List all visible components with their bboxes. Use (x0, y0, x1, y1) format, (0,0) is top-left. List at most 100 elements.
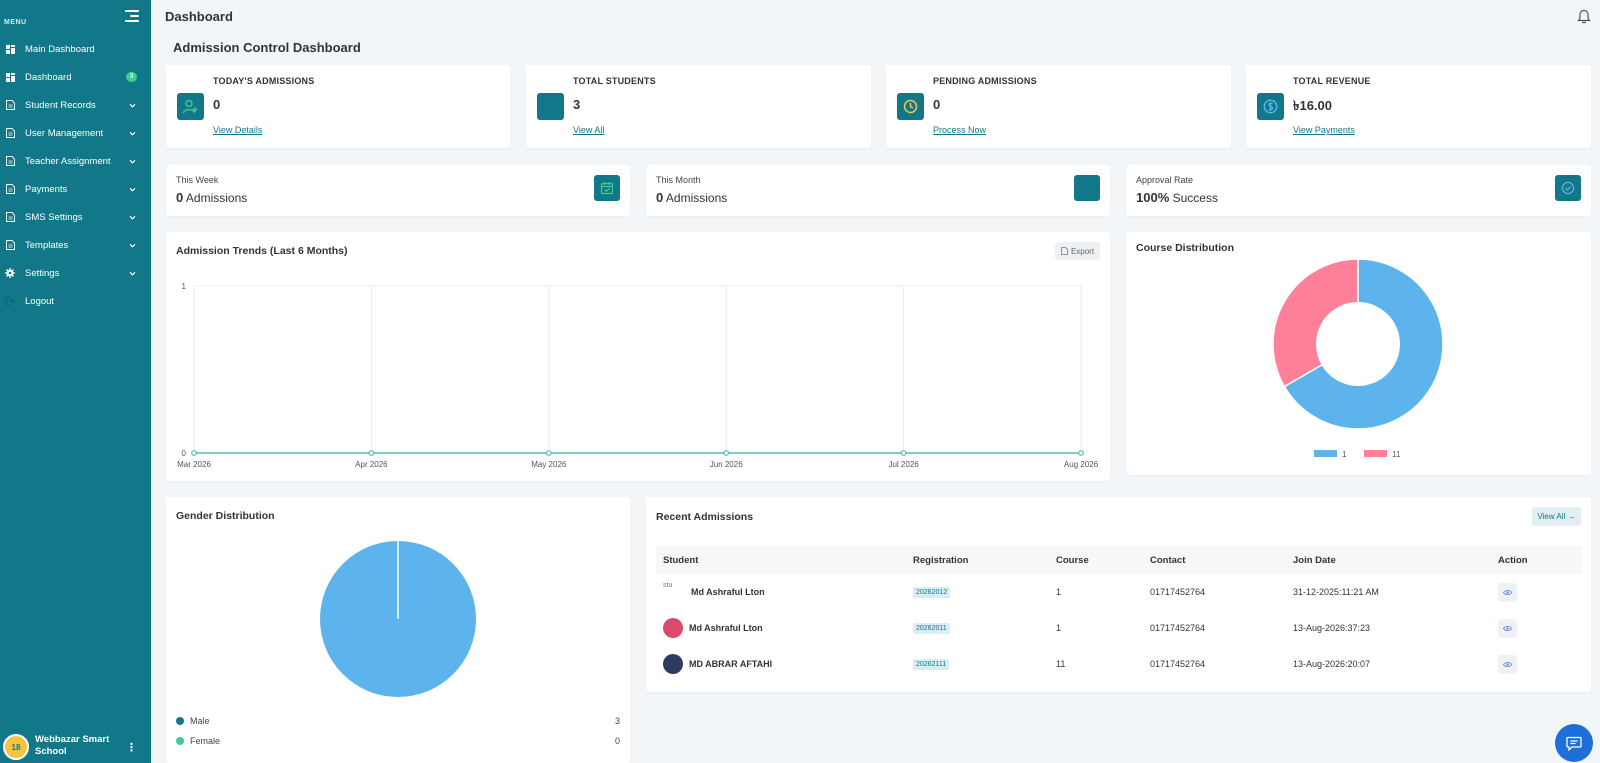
legend-label: 11 (1392, 450, 1401, 459)
chevron-down-icon[interactable] (129, 128, 136, 136)
sidebar-item-label: Payments (25, 183, 68, 195)
sidebar-item-sms-settings[interactable]: SMS Settings (0, 203, 151, 231)
view-student-button[interactable] (1498, 582, 1517, 602)
sidebar-item-user-management[interactable]: User Management (0, 119, 151, 147)
mini-value: 0 Admissions (656, 190, 728, 205)
recent-admissions-card: Recent Admissions View All → Student Reg… (646, 497, 1591, 692)
view-details-link[interactable]: View Details (213, 125, 263, 135)
chevron-down-icon[interactable] (129, 240, 136, 248)
mini-label: Approval Rate (1136, 175, 1194, 185)
column-header: Action (1491, 546, 1582, 574)
student-cell: Md Ashraful Lton (656, 610, 906, 646)
sidebar-item-student-records[interactable]: Student Records (0, 91, 151, 119)
table-row: stu Md Ashraful Lton 20262012 1 01717452764 3… (656, 574, 1582, 610)
data-point (191, 450, 197, 456)
recent-admissions-table: Student Registration Course Contact Join… (656, 546, 1582, 682)
stat-value: 0 (933, 97, 941, 112)
mini-value: 100% Success (1136, 190, 1218, 205)
action-cell (1491, 646, 1582, 682)
x-tick-label: Jul 2026 (888, 460, 919, 469)
sidebar-item-dashboard[interactable]: Dashboard 3 (0, 63, 151, 91)
student-avatar (663, 618, 683, 638)
sidebar-item-main-dashboard[interactable]: Main Dashboard (0, 35, 151, 63)
admission-trends-chart: 0 1 Mar 2026 Apr 2026 May 2026 Jun 2026 Jul 20… (177, 282, 1099, 469)
view-student-button[interactable] (1498, 618, 1517, 638)
student-name: Md Ashraful Lton (689, 623, 763, 633)
registration-cell: 20262111 (906, 646, 1049, 682)
sidebar-item-teacher-assignment[interactable]: Teacher Assignment (0, 147, 151, 175)
more-options-icon[interactable]: ⋮ (126, 742, 137, 754)
sidebar-item-label: Student Records (25, 99, 96, 111)
mini-label: This Month (656, 175, 701, 185)
x-tick-label: Aug 2026 (1064, 460, 1099, 469)
data-point (1078, 450, 1084, 456)
bell-icon[interactable] (1577, 9, 1591, 24)
card-title: Recent Admissions (656, 511, 754, 523)
export-button[interactable]: Export (1055, 242, 1100, 260)
document-icon (5, 212, 15, 222)
chevron-down-icon[interactable] (129, 156, 136, 164)
legend-label: 1 (1342, 450, 1347, 459)
stat-label: TOTAL REVENUE (1293, 76, 1371, 86)
chevron-down-icon[interactable] (129, 212, 136, 220)
y-tick-label: 1 (182, 282, 187, 291)
student-avatar: stu (663, 582, 685, 602)
gear-icon (5, 268, 15, 278)
registration-badge: 20262012 (913, 587, 951, 598)
this-week-card: This Week 0 Admissions (166, 165, 630, 216)
eye-icon (1503, 661, 1512, 667)
stat-value: ৳16.00 (1293, 98, 1333, 113)
sidebar-item-logout[interactable]: Logout (0, 287, 151, 315)
calendar-month-icon (1074, 175, 1100, 201)
chevron-down-icon[interactable] (129, 268, 136, 276)
mini-value: 0 Admissions (176, 190, 248, 205)
sidebar-item-settings[interactable]: Settings (0, 259, 151, 287)
donut-hole (1316, 302, 1400, 386)
chat-button[interactable] (1555, 724, 1593, 762)
chevron-down-icon[interactable] (129, 100, 136, 108)
process-now-link[interactable]: Process Now (933, 125, 987, 135)
currency-icon (1257, 93, 1284, 120)
card-title: Admission Trends (Last 6 Months) (176, 245, 348, 257)
section-title: Admission Control Dashboard (173, 40, 361, 55)
view-student-button[interactable] (1498, 654, 1517, 674)
document-icon (5, 240, 15, 250)
view-payments-link[interactable]: View Payments (1293, 125, 1355, 135)
grid-icon (5, 44, 15, 54)
gender-legend-male: Male 3 (176, 716, 620, 726)
view-all-link[interactable]: View All (573, 125, 605, 135)
chat-icon (1566, 736, 1582, 751)
x-tick-label: Mar 2026 (177, 460, 211, 469)
view-all-button[interactable]: View All → (1532, 507, 1581, 526)
gender-legend-female: Female 0 (176, 736, 620, 746)
chevron-down-icon[interactable] (129, 184, 136, 192)
document-icon (5, 156, 15, 166)
sidebar-item-label: Dashboard (25, 71, 72, 83)
student-cell: stu Md Ashraful Lton (656, 574, 906, 610)
sidebar-item-payments[interactable]: Payments (0, 175, 151, 203)
sidebar-item-label: Templates (25, 239, 69, 251)
logout-icon (5, 296, 15, 306)
hamburger-menu-icon[interactable] (125, 10, 139, 22)
column-header: Registration (906, 546, 1049, 574)
page-title: Dashboard (165, 9, 233, 24)
clock-icon (897, 93, 924, 120)
column-header: Contact (1143, 546, 1286, 574)
course-distribution-chart: 1 11 (1272, 258, 1444, 459)
stat-label: PENDING ADMISSIONS (933, 76, 1037, 86)
male-dot-icon (176, 717, 184, 725)
registration-badge: 20262011 (913, 623, 950, 634)
student-name: MD ABRAR AFTAHI (689, 659, 773, 669)
course-cell: 1 (1056, 587, 1062, 597)
sidebar-item-templates[interactable]: Templates (0, 231, 151, 259)
female-dot-icon (176, 737, 184, 745)
file-icon (1061, 247, 1068, 255)
legend-swatch (1314, 450, 1337, 457)
stat-card-pending-admissions: PENDING ADMISSIONS 0 Process Now (886, 65, 1231, 148)
action-cell (1491, 610, 1582, 646)
check-circle-icon (1555, 175, 1581, 201)
school-name: Webbazar Smart School (35, 734, 110, 757)
eye-icon (1503, 625, 1512, 631)
data-point (723, 450, 730, 456)
y-tick-label: 0 (182, 449, 187, 458)
